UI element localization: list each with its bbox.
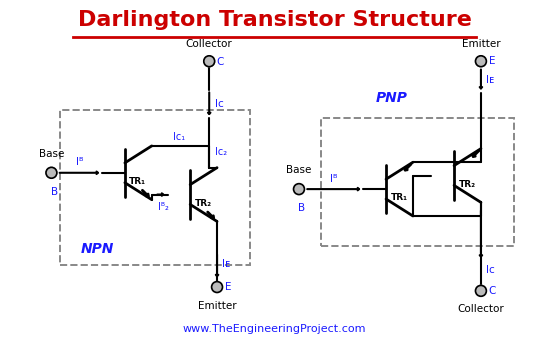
Text: Iᴄ: Iᴄ <box>486 265 495 275</box>
Circle shape <box>46 167 57 178</box>
Text: TR₂: TR₂ <box>194 199 212 208</box>
Circle shape <box>475 285 486 296</box>
Text: B: B <box>298 203 305 213</box>
Text: Base: Base <box>39 148 64 159</box>
Text: B: B <box>51 187 58 197</box>
Text: TR₁: TR₁ <box>129 177 146 186</box>
Text: Collector: Collector <box>186 39 233 49</box>
Text: C: C <box>217 57 224 67</box>
Text: Iᴮ: Iᴮ <box>76 157 83 167</box>
Text: PNP: PNP <box>376 91 407 105</box>
Text: Iᴄ₁: Iᴄ₁ <box>173 132 186 141</box>
Circle shape <box>475 56 486 67</box>
Text: Iᴄ₂: Iᴄ₂ <box>215 147 227 157</box>
Text: E: E <box>225 282 231 292</box>
Circle shape <box>204 56 215 67</box>
Text: E: E <box>489 56 495 66</box>
Text: Darlington Transistor Structure: Darlington Transistor Structure <box>77 11 472 31</box>
Text: Iᴮ: Iᴮ <box>330 174 338 184</box>
Text: Iᴮ₂: Iᴮ₂ <box>158 202 169 212</box>
Circle shape <box>211 282 222 292</box>
Text: Iᴄ: Iᴄ <box>215 99 223 109</box>
Text: Iᴇ: Iᴇ <box>486 75 495 85</box>
Text: C: C <box>489 286 496 296</box>
Text: NPN: NPN <box>81 242 114 256</box>
Text: TR₂: TR₂ <box>458 180 475 189</box>
Text: Collector: Collector <box>457 304 505 314</box>
Text: www.TheEngineeringProject.com: www.TheEngineeringProject.com <box>183 324 366 334</box>
Text: Emitter: Emitter <box>462 39 500 49</box>
Text: Iᴇ: Iᴇ <box>222 259 231 269</box>
Text: Base: Base <box>286 165 312 175</box>
Circle shape <box>294 184 305 194</box>
Text: TR₁: TR₁ <box>390 193 407 203</box>
Text: Emitter: Emitter <box>198 301 237 311</box>
